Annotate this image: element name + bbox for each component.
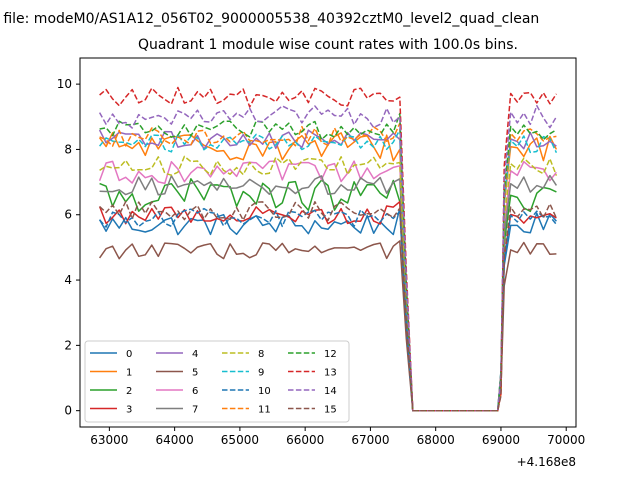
- legend-entry: 7: [156, 405, 198, 416]
- y-tick-label: 8: [64, 142, 72, 156]
- legend-entry: 3: [90, 405, 132, 416]
- x-tick-label: 64000: [156, 433, 194, 447]
- x-offset-label: +4.168e8: [517, 455, 576, 469]
- x-tick-label: 65000: [221, 433, 259, 447]
- legend-label: 1: [126, 368, 132, 379]
- chart-title: Quadrant 1 module wise count rates with …: [138, 37, 518, 53]
- legend-label: 2: [126, 386, 132, 397]
- figure-suptitle: n file: modeM0/AS1A12_056T02_9000005538_…: [0, 11, 539, 27]
- legend-label: 14: [324, 386, 337, 397]
- legend-entry: 6: [156, 386, 198, 397]
- legend-label: 12: [324, 349, 337, 360]
- x-tick-label: 68000: [417, 433, 455, 447]
- legend-entry: 9: [222, 368, 264, 379]
- y-tick-label: 4: [64, 273, 72, 287]
- y-axis: 0 2 4 6 8 10: [57, 77, 80, 418]
- x-tick-label: 70000: [547, 433, 585, 447]
- legend-entry: 11: [222, 405, 271, 416]
- legend-label: 8: [258, 349, 264, 360]
- x-tick-label: 69000: [482, 433, 520, 447]
- legend-entry: 8: [222, 349, 264, 360]
- legend-entry: 2: [90, 386, 132, 397]
- legend-label: 10: [258, 386, 271, 397]
- series-line-15: [99, 200, 558, 412]
- y-tick-label: 6: [64, 208, 72, 222]
- x-tick-label: 67000: [351, 433, 389, 447]
- legend-entry: 13: [288, 368, 337, 379]
- x-tick-label: 66000: [286, 433, 324, 447]
- y-tick-label: 0: [64, 404, 72, 418]
- legend-entry: 4: [156, 349, 198, 360]
- legend-entry: 1: [90, 368, 132, 379]
- legend-entry: 0: [90, 349, 132, 360]
- legend-label: 11: [258, 405, 271, 416]
- legend-entry: 10: [222, 386, 271, 397]
- legend-entry: 5: [156, 368, 198, 379]
- plot-area: 63000 64000 65000 66000 67000 68000 69000 70000…: [57, 57, 585, 469]
- legend-label: 7: [192, 405, 198, 416]
- legend-entry: 14: [288, 386, 337, 397]
- x-axis: 63000 64000 65000 66000 67000 68000 69000 70000: [90, 427, 585, 447]
- legend-entry: 12: [288, 349, 337, 360]
- legend-label: 13: [324, 368, 337, 379]
- y-tick-label: 2: [64, 338, 72, 352]
- legend-label: 6: [192, 386, 198, 397]
- legend-entry: 15: [288, 405, 337, 416]
- legend-label: 4: [192, 349, 198, 360]
- legend-label: 5: [192, 368, 198, 379]
- series-layer: [98, 86, 558, 412]
- legend-frame: [84, 340, 350, 423]
- legend-label: 3: [126, 405, 132, 416]
- axes-frame: [79, 57, 577, 428]
- legend-label: 0: [126, 349, 132, 360]
- x-tick-label: 63000: [90, 433, 128, 447]
- legend-label: 9: [258, 368, 264, 379]
- y-tick-label: 10: [57, 77, 72, 91]
- legend-label: 15: [324, 405, 337, 416]
